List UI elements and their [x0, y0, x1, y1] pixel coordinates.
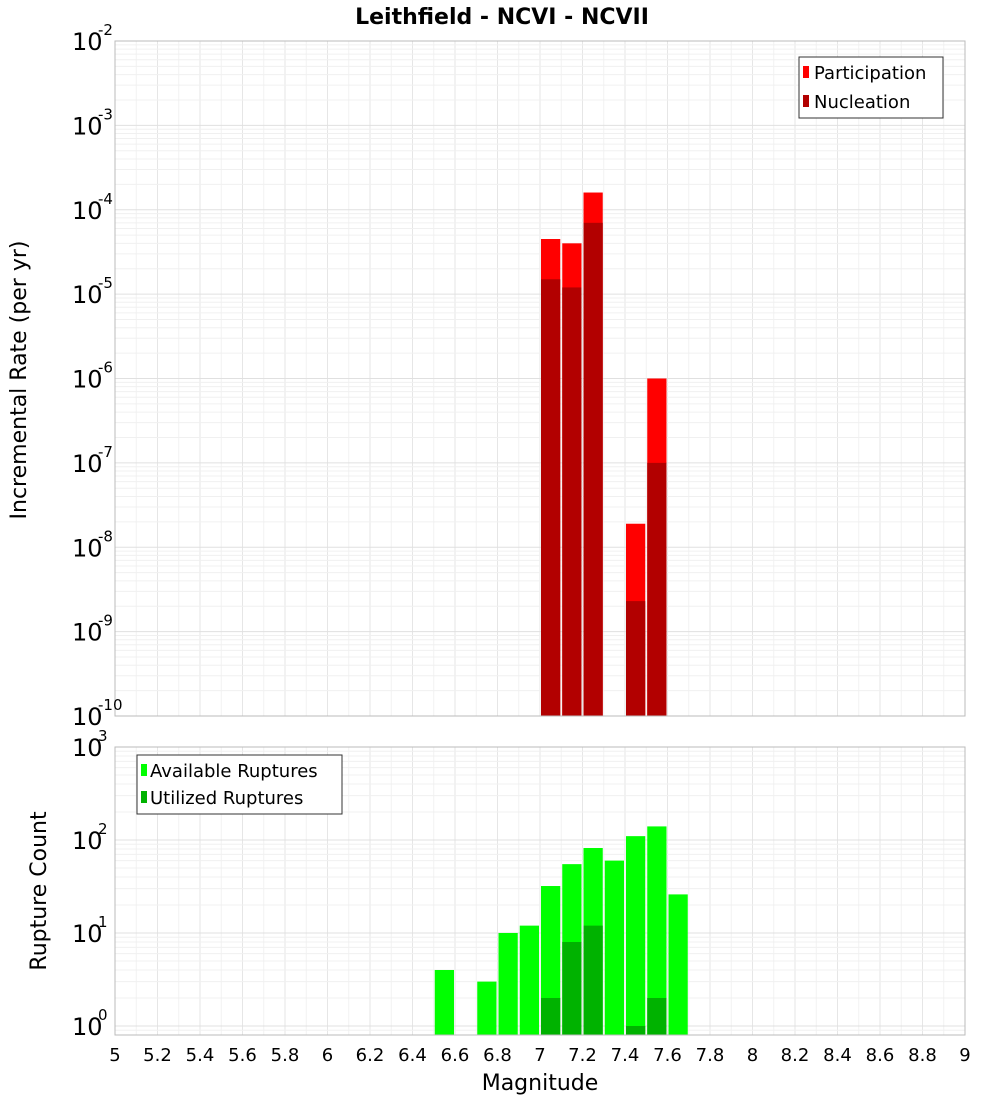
x-axis-label: Magnitude: [482, 1071, 599, 1096]
x-tick-label: 7.8: [696, 1045, 725, 1066]
x-tick-label: 5.6: [228, 1045, 257, 1066]
bottom-plot-frame: [114, 746, 966, 1036]
x-tick-label: 8.8: [908, 1045, 937, 1066]
bottom-y-tick-label-exponent: 0: [98, 1006, 108, 1024]
top-y-tick-label-exponent: -4: [98, 190, 113, 208]
bar-available-ruptures: [647, 826, 667, 1035]
bar-available-ruptures: [668, 894, 688, 1035]
x-tick-label: 5.2: [143, 1045, 172, 1066]
top-y-tick-label-exponent: -9: [98, 612, 113, 630]
bottom-y-axis-label: Rupture Count: [27, 811, 52, 971]
bar-available-ruptures: [541, 886, 561, 1035]
bottom-y-tick-label-exponent: 1: [98, 913, 108, 931]
x-tick-label: 6.6: [441, 1045, 470, 1066]
top-y-tick-label-exponent: -5: [98, 274, 113, 292]
x-tick-label: 5.8: [271, 1045, 300, 1066]
x-tick-label: 5.4: [186, 1045, 215, 1066]
x-tick-label: 8.6: [866, 1045, 895, 1066]
bar-utilized-ruptures: [647, 997, 667, 1035]
bar-available-ruptures: [498, 932, 518, 1035]
x-tick-labels: 5 5.2 5.4 5.6 5.8 6 6.2 6.4 6.6 6.8 7 7.2 7.4 7.6 7.8 8…: [109, 1045, 970, 1066]
top-y-tick-label: 10: [72, 197, 103, 225]
top-y-tick-label-exponent: -2: [98, 21, 113, 39]
bar-nucleation: [626, 601, 646, 716]
top-y-tick-label-exponent: -6: [98, 359, 113, 377]
legend-swatch-participation: [803, 66, 809, 78]
bottom-y-tick-label-exponent: 2: [98, 820, 108, 838]
bar-nucleation: [562, 287, 582, 716]
top-y-tick-label: 10: [72, 450, 103, 478]
legend-label-nucleation: Nucleation: [814, 92, 910, 113]
top-y-tick-label: 10: [72, 534, 103, 562]
bottom-y-tick-label: 10: [72, 920, 103, 948]
top-y-tick-label: 10: [72, 28, 103, 56]
bar-available-ruptures: [477, 981, 497, 1035]
legend-label-available-ruptures: Available Ruptures: [150, 761, 318, 782]
legend-label-utilized-ruptures: Utilized Ruptures: [150, 788, 303, 809]
bottom-y-tick-label-exponent: 3: [98, 727, 108, 745]
x-tick-label: 9: [959, 1045, 970, 1066]
chart-title: Leithfield - NCVI - NCVII: [355, 5, 649, 30]
top-y-tick-label: 10: [72, 281, 103, 309]
top-y-tick-label: 10: [72, 619, 103, 647]
bar-available-ruptures: [626, 836, 646, 1035]
bar-utilized-ruptures: [626, 1025, 646, 1035]
top-grid: [114, 40, 966, 717]
bar-available-ruptures: [519, 925, 539, 1035]
x-tick-label: 7.6: [653, 1045, 682, 1066]
x-tick-label: 6.2: [356, 1045, 385, 1066]
bottom-y-tick-label: 10: [72, 827, 103, 855]
legend-swatch-available-ruptures: [141, 764, 147, 776]
top-plot-frame: [114, 40, 966, 717]
bar-utilized-ruptures: [583, 925, 603, 1035]
top-y-tick-label: 10: [72, 366, 103, 394]
bar-utilized-ruptures: [541, 997, 561, 1035]
bottom-legend-box: [136, 754, 343, 815]
bar-available-ruptures: [434, 969, 454, 1035]
top-y-tick-label: 10: [72, 112, 103, 140]
top-y-axis-label: Incremental Rate (per yr): [7, 241, 32, 520]
top-y-tick-label-exponent: -7: [98, 443, 113, 461]
legend-swatch-utilized-ruptures: [141, 791, 147, 803]
x-tick-label: 7.4: [611, 1045, 640, 1066]
top-y-tick-label-exponent: -10: [98, 696, 123, 714]
legend-swatch-nucleation: [803, 95, 809, 107]
bar-available-ruptures: [604, 860, 624, 1035]
bottom-legend: Available Ruptures Utilized Ruptures: [136, 754, 343, 815]
x-tick-label: 6.8: [483, 1045, 512, 1066]
bottom-y-tick-label: 10: [72, 1013, 103, 1041]
top-bars: [541, 192, 667, 717]
top-y-tick-label: 10: [72, 703, 103, 731]
x-tick-label: 8.2: [781, 1045, 810, 1066]
bar-nucleation: [647, 462, 667, 716]
x-tick-label: 7.2: [568, 1045, 597, 1066]
x-tick-label: 8.4: [823, 1045, 852, 1066]
bottom-bars: [434, 826, 688, 1035]
x-tick-label: 6.4: [398, 1045, 427, 1066]
top-legend-box: [798, 56, 944, 119]
bar-utilized-ruptures: [562, 942, 582, 1035]
bottom-y-tick-label: 10: [72, 734, 103, 762]
x-tick-label: 5: [109, 1045, 120, 1066]
x-tick-label: 6: [322, 1045, 333, 1066]
bar-nucleation: [583, 222, 603, 716]
x-tick-label: 7: [534, 1045, 545, 1066]
bar-nucleation: [541, 279, 561, 716]
top-y-tick-label-exponent: -8: [98, 527, 113, 545]
top-legend: Participation Nucleation: [798, 56, 944, 119]
legend-label-participation: Participation: [814, 63, 926, 84]
top-y-tick-label-exponent: -3: [98, 105, 113, 123]
x-tick-label: 8: [747, 1045, 758, 1066]
